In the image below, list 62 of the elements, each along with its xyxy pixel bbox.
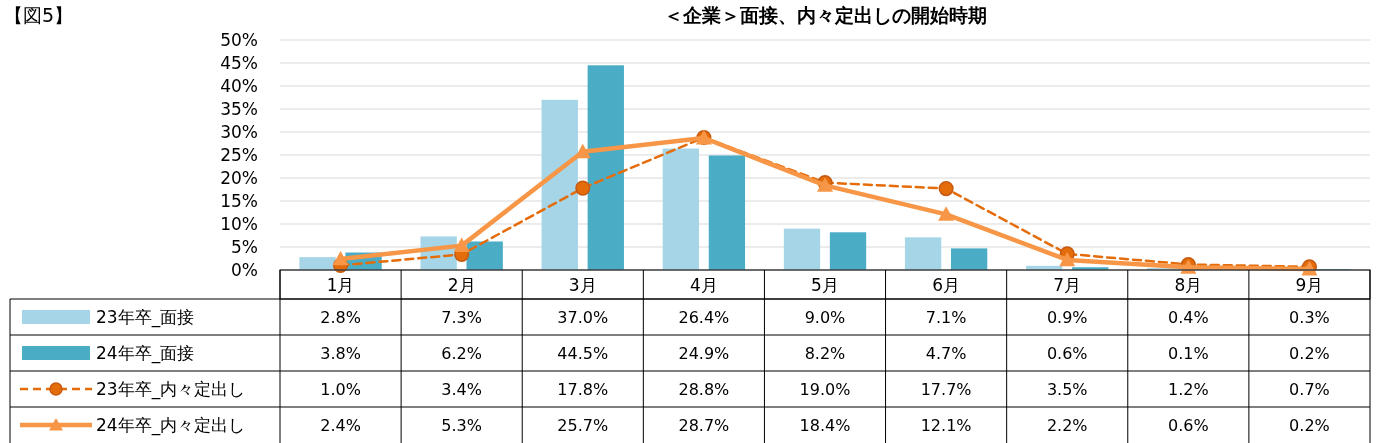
data-label: 5.3% (441, 416, 482, 435)
data-label: 6.2% (441, 344, 482, 363)
data-label: 44.5% (557, 344, 609, 363)
data-label: 25.7% (557, 416, 609, 435)
data-label: 28.7% (678, 416, 730, 435)
data-label: 26.4% (678, 308, 730, 327)
data-label: 9.0% (804, 308, 846, 327)
data-label: 7.1% (925, 308, 967, 327)
x-tick-label: 9月 (1295, 274, 1324, 295)
x-tick-label: 5月 (811, 274, 839, 295)
x-tick-label: 3月 (568, 274, 597, 295)
x-tick-label: 1月 (326, 274, 355, 295)
data-label: 7.3% (441, 308, 482, 327)
legend-label: 24年卒_内々定出し (96, 415, 246, 436)
y-tick-label: 5% (231, 237, 258, 257)
x-tick-label: 6月 (932, 274, 961, 295)
data-label: 0.2% (1289, 344, 1330, 363)
x-tick-label: 4月 (689, 274, 718, 295)
data-label: 0.7% (1289, 380, 1330, 399)
data-label: 0.6% (1168, 416, 1209, 435)
data-label: 8.2% (804, 344, 846, 363)
data-label: 3.5% (1046, 380, 1088, 399)
data-label: 0.3% (1289, 308, 1330, 327)
data-label: 17.8% (557, 380, 609, 399)
legend-label: 23年卒_内々定出し (96, 379, 246, 400)
y-tick-label: 45% (220, 53, 258, 73)
data-label: 28.8% (678, 380, 730, 399)
legend-label: 24年卒_面接 (96, 343, 195, 364)
data-label: 2.2% (1046, 416, 1088, 435)
data-label: 24.9% (678, 344, 730, 363)
data-label: 0.1% (1168, 344, 1209, 363)
data-label: 37.0% (557, 308, 609, 327)
x-tick-label: 7月 (1053, 274, 1082, 295)
data-label: 19.0% (799, 380, 851, 399)
data-label: 0.9% (1046, 308, 1088, 327)
data-label: 3.4% (441, 380, 482, 399)
x-tick-label: 8月 (1174, 274, 1203, 295)
y-tick-label: 0% (231, 260, 258, 280)
data-label: 0.2% (1289, 416, 1330, 435)
text: 【図5】 (4, 4, 74, 26)
data-label: 2.8% (320, 308, 361, 327)
data-label: 0.4% (1168, 308, 1209, 327)
y-tick-label: 20% (220, 168, 258, 188)
data-label: 18.4% (799, 416, 851, 435)
legend-label: 23年卒_面接 (96, 307, 195, 328)
data-label: 1.2% (1168, 380, 1209, 399)
y-tick-label: 25% (220, 145, 258, 165)
data-label: 4.7% (925, 344, 967, 363)
y-tick-label: 10% (220, 214, 258, 234)
chart-title: ＜企業＞面接、内々定出しの開始時期 (663, 4, 987, 26)
x-tick-label: 2月 (447, 274, 476, 295)
data-label: 1.0% (320, 380, 361, 399)
data-label: 17.7% (920, 380, 972, 399)
y-tick-label: 50% (220, 30, 258, 50)
y-tick-label: 30% (220, 122, 258, 142)
y-tick-label: 15% (220, 191, 258, 211)
y-tick-label: 35% (220, 99, 258, 119)
data-label: 12.1% (920, 416, 972, 435)
y-tick-label: 40% (220, 76, 258, 96)
data-label: 0.6% (1046, 344, 1088, 363)
data-label: 2.4% (320, 416, 361, 435)
data-label: 3.8% (320, 344, 361, 363)
